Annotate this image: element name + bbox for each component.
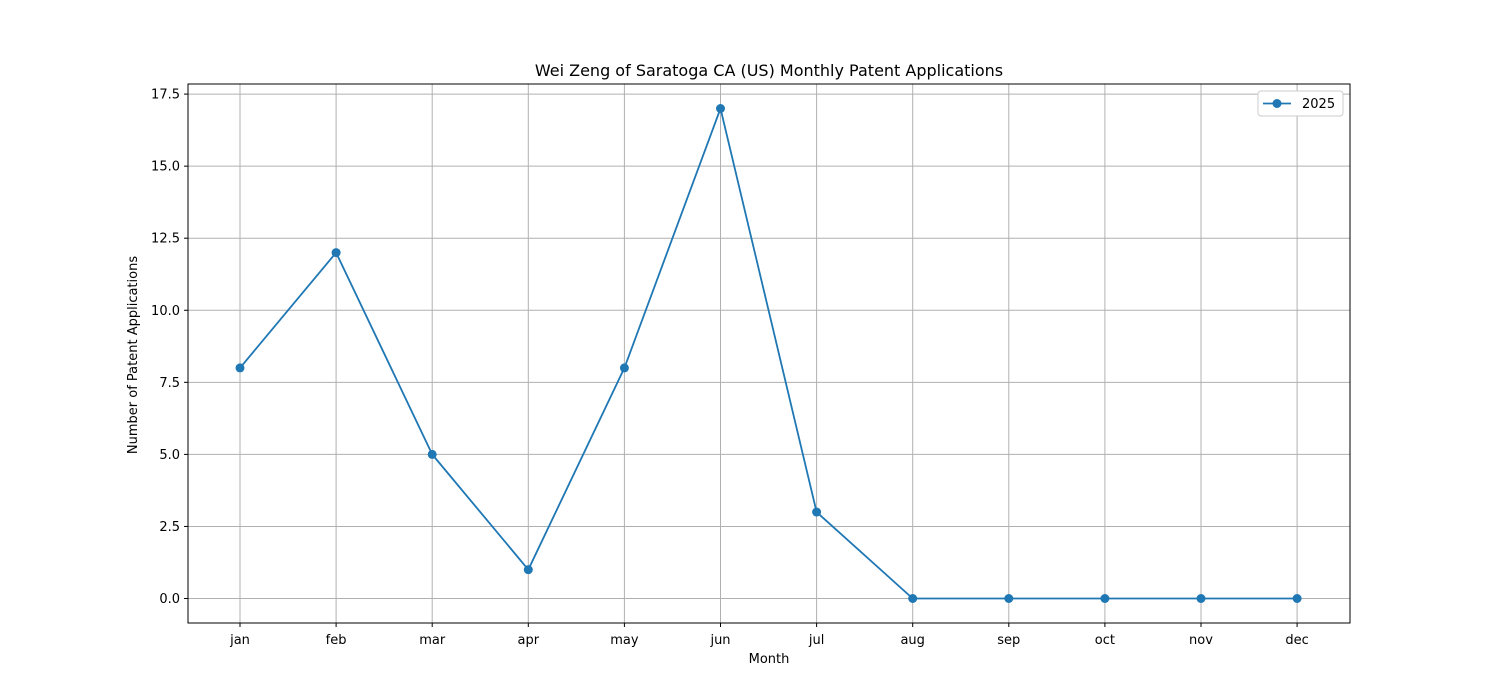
axis-ticks: jan feb mar apr may jun jul aug sep oct nov dec 0.0 2… bbox=[151, 88, 1309, 648]
y-tick-label: 0.0 bbox=[159, 592, 180, 607]
x-tick-label: jul bbox=[808, 633, 824, 648]
x-tick-label: sep bbox=[997, 633, 1020, 648]
grid-lines bbox=[188, 84, 1350, 623]
y-tick-label: 2.5 bbox=[159, 520, 180, 535]
x-axis-label: Month bbox=[749, 652, 790, 667]
x-tick-label: may bbox=[610, 633, 639, 648]
x-tick-label: mar bbox=[419, 633, 446, 648]
y-tick-label: 17.5 bbox=[151, 88, 180, 103]
data-point-jun[interactable] bbox=[716, 104, 725, 113]
series-markers bbox=[236, 104, 1302, 603]
data-point-dec[interactable] bbox=[1293, 594, 1302, 603]
data-point-aug[interactable] bbox=[908, 594, 917, 603]
x-tick-label: apr bbox=[518, 633, 540, 648]
x-tick-label: jan bbox=[229, 633, 250, 648]
series-lines bbox=[240, 109, 1297, 599]
plot-area-frame bbox=[188, 84, 1350, 623]
y-tick-label: 15.0 bbox=[151, 160, 180, 175]
x-tick-label: aug bbox=[900, 633, 924, 648]
y-axis-label: Number of Patent Applications bbox=[126, 256, 141, 454]
y-tick-label: 5.0 bbox=[159, 448, 180, 463]
x-tick-label: jun bbox=[709, 633, 730, 648]
series-line-2025 bbox=[240, 109, 1297, 599]
data-point-nov[interactable] bbox=[1197, 594, 1206, 603]
x-tick-label: dec bbox=[1285, 633, 1308, 648]
x-tick-label: oct bbox=[1095, 633, 1115, 648]
legend: 2025 bbox=[1258, 91, 1343, 116]
x-tick-label: nov bbox=[1189, 633, 1213, 648]
data-point-oct[interactable] bbox=[1100, 594, 1109, 603]
legend-label: 2025 bbox=[1302, 97, 1335, 112]
data-point-sep[interactable] bbox=[1004, 594, 1013, 603]
data-point-jan[interactable] bbox=[236, 363, 245, 372]
data-point-may[interactable] bbox=[620, 363, 629, 372]
data-point-mar[interactable] bbox=[428, 450, 437, 459]
y-tick-label: 12.5 bbox=[151, 232, 180, 247]
x-tick-label: feb bbox=[326, 633, 347, 648]
y-tick-label: 10.0 bbox=[151, 304, 180, 319]
y-tick-label: 7.5 bbox=[159, 376, 180, 391]
data-point-feb[interactable] bbox=[332, 248, 341, 257]
chart-title: Wei Zeng of Saratoga CA (US) Monthly Pat… bbox=[535, 61, 1003, 80]
data-point-apr[interactable] bbox=[524, 565, 533, 574]
data-point-jul[interactable] bbox=[812, 508, 821, 517]
legend-marker-swatch bbox=[1273, 99, 1282, 108]
